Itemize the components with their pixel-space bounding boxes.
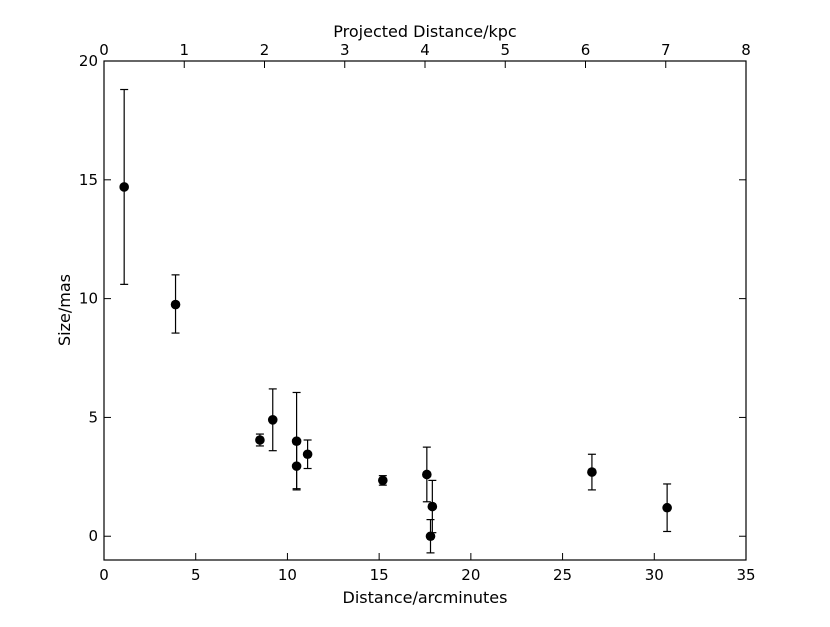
x-tick-label-7: 35 (736, 566, 755, 584)
marker-1 (170, 299, 181, 310)
top-x-axis-label: Projected Distance/kpc (333, 22, 516, 41)
marker-6 (302, 449, 313, 460)
top-x-tick-label-4: 4 (420, 41, 430, 59)
top-x-tick-label-8: 8 (741, 41, 751, 59)
marker-11 (587, 467, 597, 477)
data-point-7 (378, 475, 388, 486)
top-x-tick-label-6: 6 (581, 41, 591, 59)
data-point-5 (291, 442, 302, 490)
x-tick-label-1: 5 (191, 566, 201, 584)
x-tick-label-4: 20 (461, 566, 480, 584)
data-point-3 (267, 388, 278, 452)
data-point-11 (587, 453, 597, 491)
y-tick-label-1: 5 (88, 408, 98, 426)
data-point-8 (422, 446, 432, 503)
marker-3 (267, 415, 278, 425)
y-tick-label-4: 20 (79, 52, 98, 70)
y-tick-label-2: 10 (79, 290, 98, 308)
data-point-10 (425, 519, 436, 554)
marker-7 (378, 475, 388, 486)
y-axis-label: Size/mas (55, 274, 74, 346)
top-x-tick-label-3: 3 (340, 41, 350, 59)
x-tick-label-3: 15 (370, 566, 389, 584)
x-tick-label-5: 25 (553, 566, 572, 584)
data-point-12 (662, 483, 672, 533)
data-point-1 (170, 274, 181, 334)
x-axis-label: Distance/arcminutes (343, 588, 508, 607)
x-tick-label-0: 0 (99, 566, 109, 584)
marker-2 (255, 435, 265, 445)
top-x-tick-label-7: 7 (661, 41, 671, 59)
y-tick-label-3: 15 (79, 171, 98, 189)
top-x-tick-label-0: 0 (99, 41, 109, 59)
marker-12 (662, 502, 672, 513)
data-point-0 (119, 88, 129, 285)
marker-10 (425, 531, 436, 542)
y-tick-label-0: 0 (88, 527, 98, 545)
top-x-tick-label-2: 2 (260, 41, 270, 59)
top-x-tick-label-1: 1 (179, 41, 189, 59)
x-tick-label-2: 10 (278, 566, 297, 584)
top-x-tick-label-5: 5 (500, 41, 510, 59)
marker-9 (427, 501, 438, 512)
marker-5 (291, 461, 302, 471)
data-point-6 (302, 439, 313, 470)
marker-8 (422, 469, 432, 480)
data-point-2 (255, 433, 265, 447)
plot-frame (103, 60, 747, 561)
data-layer (119, 88, 672, 554)
marker-0 (119, 182, 129, 192)
x-tick-label-6: 30 (645, 566, 664, 584)
